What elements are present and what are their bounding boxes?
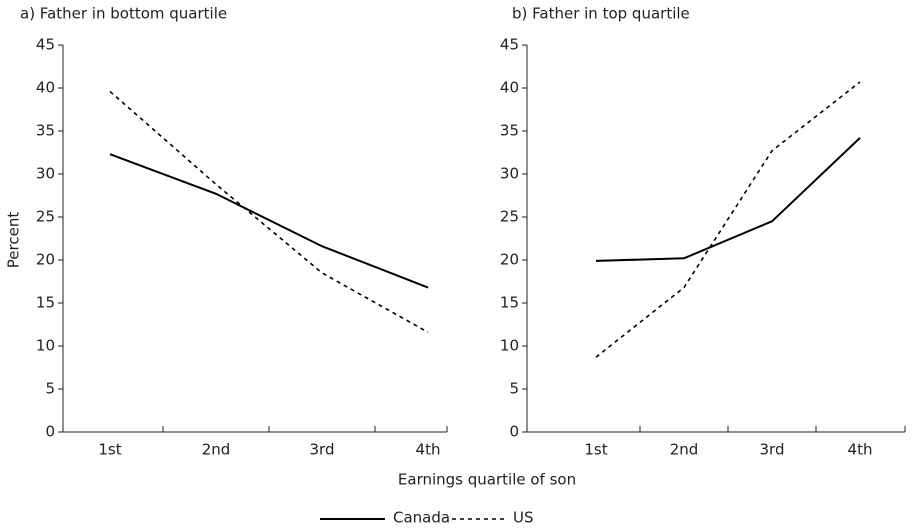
y-tick-label: 25 — [36, 208, 55, 226]
series-line — [109, 153, 429, 289]
series-line — [595, 137, 861, 262]
y-tick-label: 40 — [500, 79, 519, 97]
y-tick-label: 20 — [36, 251, 55, 269]
y-tick-label: 20 — [500, 251, 519, 269]
y-tick-label: 10 — [500, 337, 519, 355]
y-tick-label: 45 — [36, 36, 55, 54]
y-tick-label: 5 — [509, 380, 519, 398]
y-tick-label: 0 — [509, 423, 519, 441]
y-tick-label: 30 — [500, 165, 519, 183]
x-tick-label: 3rd — [310, 441, 335, 459]
legend-label: US — [513, 509, 534, 527]
series-line — [109, 90, 429, 333]
panel-title: a) Father in bottom quartile — [20, 5, 227, 23]
x-tick-label: 2nd — [202, 441, 231, 459]
y-tick-label: 30 — [36, 165, 55, 183]
y-tick-label: 0 — [45, 423, 55, 441]
panel-title: b) Father in top quartile — [512, 5, 690, 23]
y-tick-label: 10 — [36, 337, 55, 355]
x-axis-label: Earnings quartile of son — [398, 471, 576, 489]
y-tick-label: 35 — [36, 122, 55, 140]
y-tick-label: 15 — [36, 294, 55, 312]
y-tick-label: 40 — [36, 79, 55, 97]
x-tick-label: 4th — [416, 441, 441, 459]
legend-label: Canada — [393, 509, 450, 527]
y-axis-label: Percent — [5, 212, 23, 269]
y-tick-label: 15 — [500, 294, 519, 312]
y-tick-label: 35 — [500, 122, 519, 140]
y-tick-label: 5 — [45, 380, 55, 398]
y-tick-label: 25 — [500, 208, 519, 226]
x-tick-label: 3rd — [760, 441, 785, 459]
series-line — [595, 81, 861, 358]
x-tick-label: 4th — [848, 441, 873, 459]
x-tick-label: 1st — [98, 441, 121, 459]
y-tick-label: 45 — [500, 36, 519, 54]
x-tick-label: 1st — [584, 441, 607, 459]
x-tick-label: 2nd — [670, 441, 699, 459]
